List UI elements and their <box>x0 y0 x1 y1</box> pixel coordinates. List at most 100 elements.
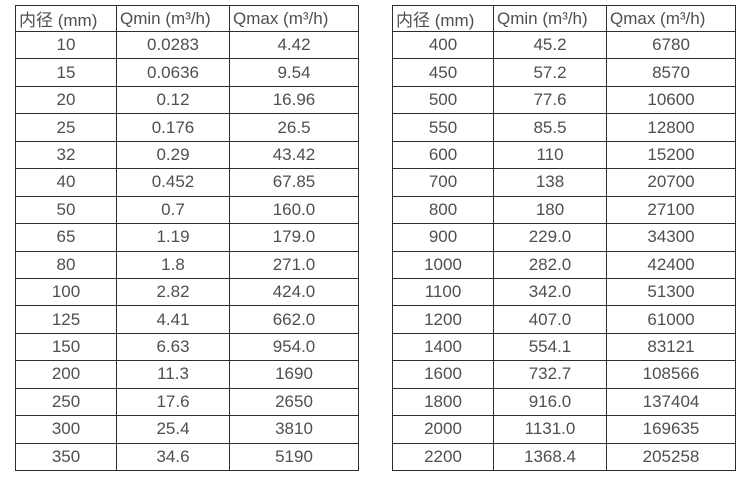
cell-qmin: 77.6 <box>493 85 607 115</box>
cell-qmin: 34.6 <box>116 442 230 472</box>
cell-diameter: 10 <box>15 30 117 60</box>
column-header-diameter: 内径 (mm) <box>15 5 117 32</box>
cell-diameter: 2000 <box>392 415 494 444</box>
cell-diameter: 150 <box>15 332 117 362</box>
cell-diameter: 50 <box>15 195 117 225</box>
table-row: 500 77.6 10600 <box>392 85 736 115</box>
cell-qmin: 0.0636 <box>116 58 230 87</box>
cell-qmax: 12800 <box>606 113 736 142</box>
cell-qmax: 67.85 <box>229 168 359 197</box>
cell-qmax: 3810 <box>229 415 359 444</box>
header-row: 内径 (mm) Qmin (m³/h) Qmax (m³/h) <box>392 5 736 32</box>
cell-diameter: 550 <box>392 113 494 142</box>
table-row: 600 110 15200 <box>392 140 736 170</box>
cell-qmax: 662.0 <box>229 305 359 334</box>
table-row: 50 0.7 160.0 <box>15 195 359 225</box>
table-row: 300 25.4 3810 <box>15 415 359 444</box>
column-header-qmin: Qmin (m³/h) <box>493 5 607 32</box>
cell-diameter: 1200 <box>392 305 494 334</box>
table-row: 10 0.0283 4.42 <box>15 30 359 60</box>
table-row: 1000 282.0 42400 <box>392 250 736 279</box>
table-row: 1800 916.0 137404 <box>392 387 736 417</box>
table-row: 25 0.176 26.5 <box>15 113 359 142</box>
cell-qmin: 45.2 <box>493 30 607 60</box>
table-row: 900 229.0 34300 <box>392 223 736 252</box>
cell-diameter: 600 <box>392 140 494 170</box>
cell-qmin: 11.3 <box>116 360 230 389</box>
table-row: 15 0.0636 9.54 <box>15 58 359 87</box>
cell-qmin: 0.7 <box>116 195 230 225</box>
cell-qmax: 42400 <box>606 250 736 279</box>
cell-qmax: 108566 <box>606 360 736 389</box>
cell-diameter: 1800 <box>392 387 494 417</box>
table-row: 450 57.2 8570 <box>392 58 736 87</box>
cell-qmin: 25.4 <box>116 415 230 444</box>
cell-qmax: 424.0 <box>229 277 359 307</box>
cell-qmax: 137404 <box>606 387 736 417</box>
table-row: 80 1.8 271.0 <box>15 250 359 279</box>
cell-qmax: 27100 <box>606 195 736 225</box>
cell-qmin: 2.82 <box>116 277 230 307</box>
cell-diameter: 500 <box>392 85 494 115</box>
cell-qmin: 6.63 <box>116 332 230 362</box>
table-row: 40 0.452 67.85 <box>15 168 359 197</box>
cell-qmin: 916.0 <box>493 387 607 417</box>
cell-diameter: 25 <box>15 113 117 142</box>
cell-diameter: 450 <box>392 58 494 87</box>
table-row: 350 34.6 5190 <box>15 442 359 472</box>
cell-qmax: 51300 <box>606 277 736 307</box>
cell-qmin: 0.0283 <box>116 30 230 60</box>
table-row: 150 6.63 954.0 <box>15 332 359 362</box>
cell-qmax: 34300 <box>606 223 736 252</box>
cell-qmin: 180 <box>493 195 607 225</box>
cell-qmax: 205258 <box>606 442 736 472</box>
cell-diameter: 65 <box>15 223 117 252</box>
flow-spec-table-small-diameters: 内径 (mm) Qmin (m³/h) Qmax (m³/h) 10 0.0283… <box>15 5 359 472</box>
cell-qmin: 1.8 <box>116 250 230 279</box>
cell-diameter: 1600 <box>392 360 494 389</box>
table-row: 1200 407.0 61000 <box>392 305 736 334</box>
header-row: 内径 (mm) Qmin (m³/h) Qmax (m³/h) <box>15 5 359 32</box>
table-row: 125 4.41 662.0 <box>15 305 359 334</box>
cell-qmax: 271.0 <box>229 250 359 279</box>
cell-qmin: 554.1 <box>493 332 607 362</box>
cell-diameter: 250 <box>15 387 117 417</box>
cell-diameter: 700 <box>392 168 494 197</box>
cell-diameter: 2200 <box>392 442 494 472</box>
column-header-qmax: Qmax (m³/h) <box>229 5 359 32</box>
cell-diameter: 125 <box>15 305 117 334</box>
table-row: 1400 554.1 83121 <box>392 332 736 362</box>
table-row: 700 138 20700 <box>392 168 736 197</box>
cell-qmax: 169635 <box>606 415 736 444</box>
table-row: 2000 1131.0 169635 <box>392 415 736 444</box>
cell-qmin: 0.12 <box>116 85 230 115</box>
cell-diameter: 400 <box>392 30 494 60</box>
cell-diameter: 1100 <box>392 277 494 307</box>
column-header-diameter: 内径 (mm) <box>392 5 494 32</box>
cell-qmax: 8570 <box>606 58 736 87</box>
cell-diameter: 1400 <box>392 332 494 362</box>
table-row: 550 85.5 12800 <box>392 113 736 142</box>
cell-diameter: 15 <box>15 58 117 87</box>
cell-qmax: 83121 <box>606 332 736 362</box>
cell-qmin: 0.29 <box>116 140 230 170</box>
cell-qmin: 85.5 <box>493 113 607 142</box>
table-row: 100 2.82 424.0 <box>15 277 359 307</box>
cell-diameter: 200 <box>15 360 117 389</box>
cell-qmax: 15200 <box>606 140 736 170</box>
cell-qmax: 16.96 <box>229 85 359 115</box>
cell-qmin: 138 <box>493 168 607 197</box>
table-row: 1100 342.0 51300 <box>392 277 736 307</box>
cell-qmin: 1.19 <box>116 223 230 252</box>
column-header-qmax: Qmax (m³/h) <box>606 5 736 32</box>
cell-qmax: 6780 <box>606 30 736 60</box>
cell-qmin: 229.0 <box>493 223 607 252</box>
cell-diameter: 350 <box>15 442 117 472</box>
cell-qmin: 407.0 <box>493 305 607 334</box>
cell-qmax: 10600 <box>606 85 736 115</box>
column-header-qmin: Qmin (m³/h) <box>116 5 230 32</box>
cell-qmin: 4.41 <box>116 305 230 334</box>
cell-qmax: 1690 <box>229 360 359 389</box>
cell-diameter: 900 <box>392 223 494 252</box>
